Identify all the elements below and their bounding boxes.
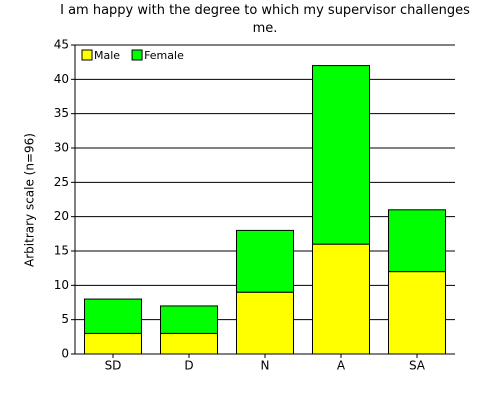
bar-segment xyxy=(312,65,370,245)
legend-swatch xyxy=(131,49,143,61)
bar-segment xyxy=(312,243,370,355)
y-tick-label: 35 xyxy=(54,106,69,120)
bar-segment xyxy=(84,298,142,334)
bar-segment xyxy=(388,271,446,355)
y-tick-label: 30 xyxy=(54,141,69,155)
y-tick-label: 45 xyxy=(54,38,69,52)
y-tick-label: 20 xyxy=(54,209,69,223)
x-tick-label: SA xyxy=(409,359,426,373)
x-tick-label: D xyxy=(184,359,193,373)
y-tick-label: 40 xyxy=(54,72,69,86)
chart-title: I am happy with the degree to which my s… xyxy=(60,3,470,36)
x-tick-label: N xyxy=(261,359,270,373)
bar-segment xyxy=(388,209,446,273)
x-tick-label: SD xyxy=(105,359,122,373)
bar-segment xyxy=(236,229,294,293)
y-tick-label: 0 xyxy=(61,347,69,361)
y-tick-label: 15 xyxy=(54,244,69,258)
legend-swatch xyxy=(81,49,93,61)
legend-label: Male xyxy=(94,49,120,62)
y-axis-label: Arbitrary scale (n=96) xyxy=(23,133,37,267)
y-tick-label: 5 xyxy=(61,312,69,326)
y-tick-label: 25 xyxy=(54,175,69,189)
x-tick-label: A xyxy=(337,359,346,373)
legend-label: Female xyxy=(144,49,184,62)
bar-segment xyxy=(160,332,218,355)
bar-segment xyxy=(84,332,142,355)
bar-segment xyxy=(236,291,294,355)
bar-segment xyxy=(160,305,218,334)
y-tick-label: 10 xyxy=(54,278,69,292)
